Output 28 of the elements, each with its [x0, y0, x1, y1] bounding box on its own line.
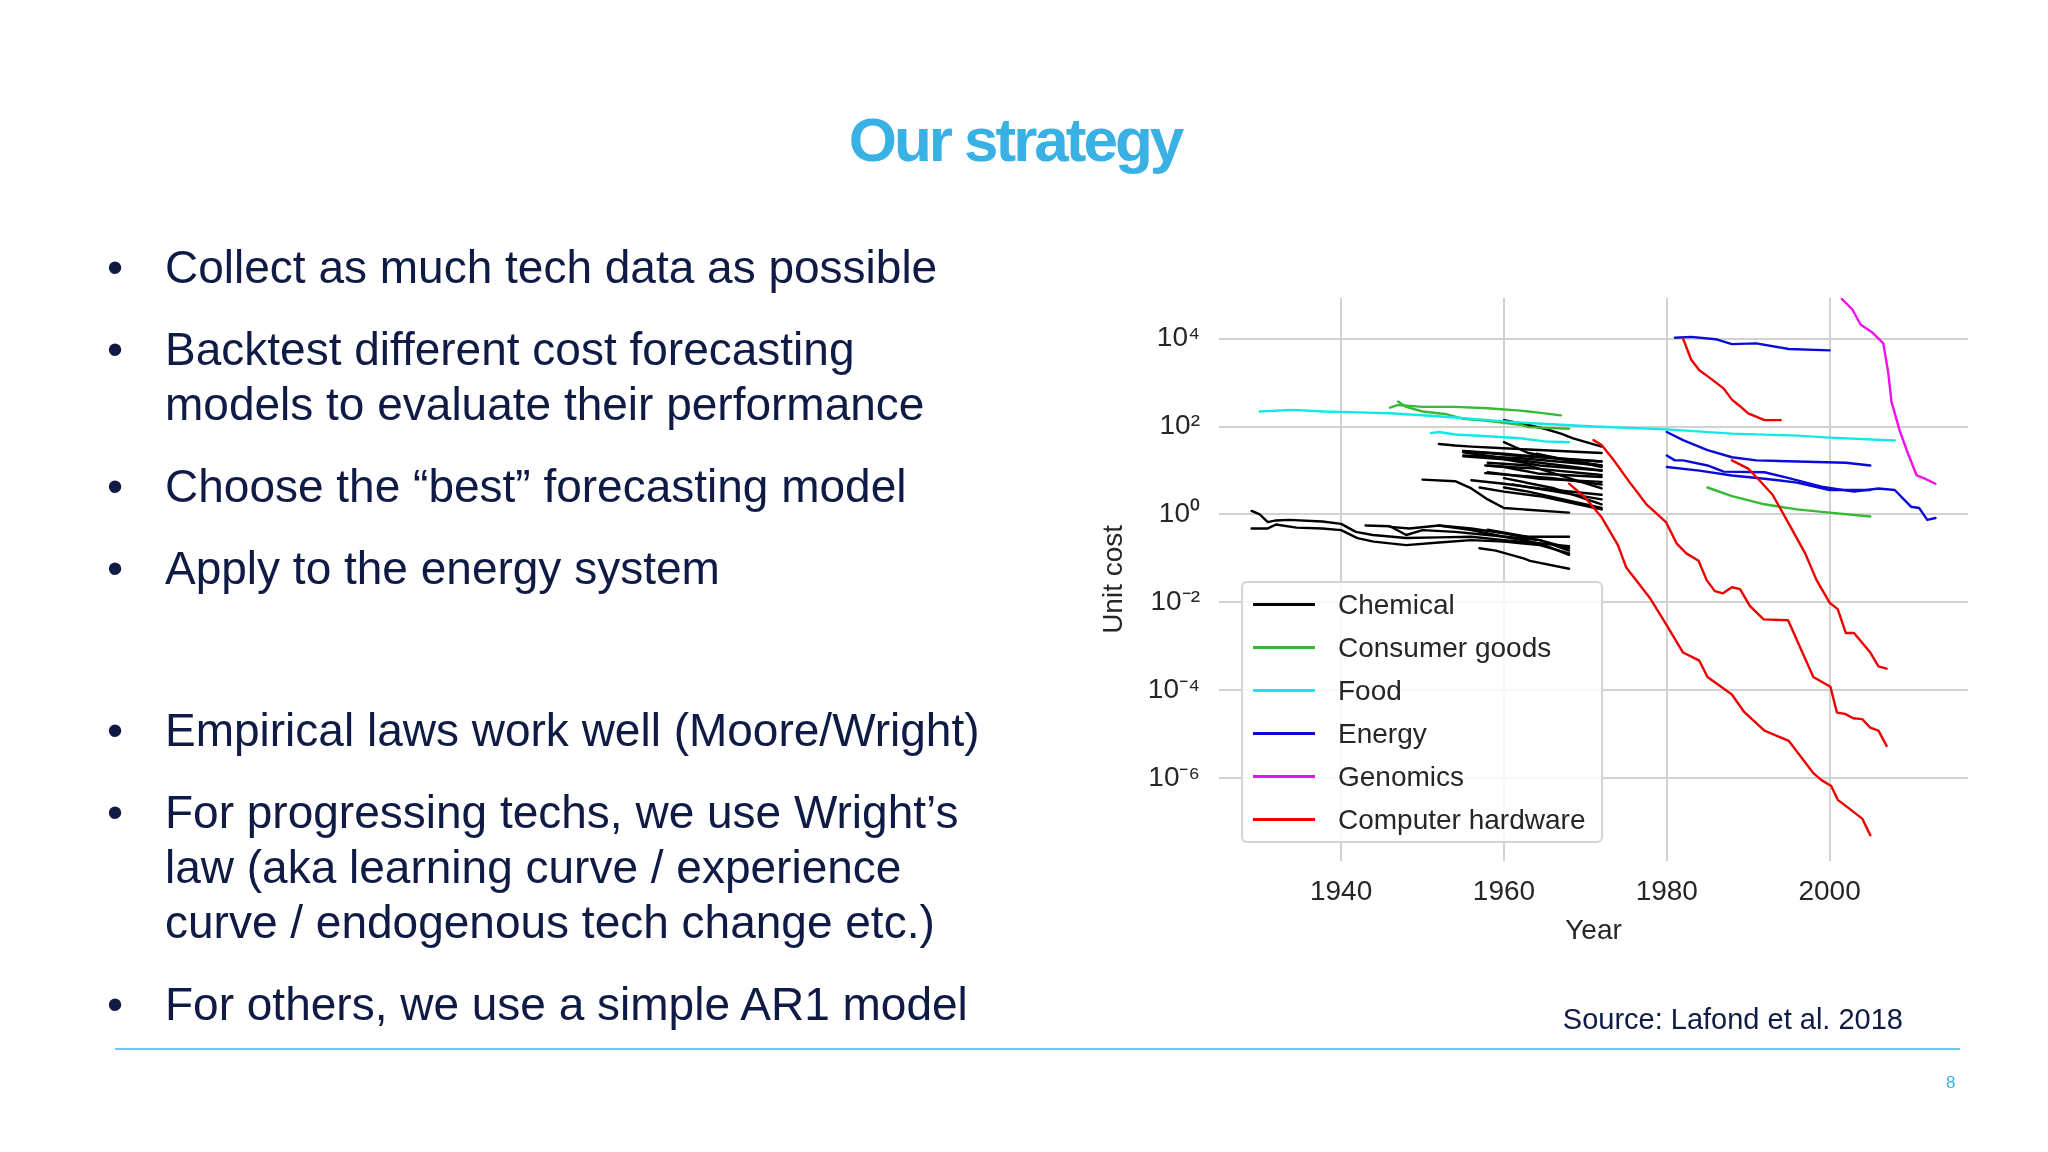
legend-label: Genomics — [1338, 760, 1465, 794]
y-axis-title: Unit cost — [1096, 524, 1128, 634]
text: • Collect as much tech data as possible — [107, 240, 939, 295]
legend-label: Energy — [1338, 717, 1427, 751]
legend-label: Consumer goods — [1338, 631, 1552, 665]
text: • Backtest different cost forecasting models to evaluate their performance — [107, 322, 926, 432]
x-tick-label: 1980 — [1635, 874, 1698, 906]
source-note: Source: Lafond et al. 2018 — [1562, 1002, 1903, 1036]
y-tick-label: 10² — [1159, 409, 1200, 441]
text: • For progressing techs, we use Wright’s law (aka learning curve / experience curve / endogenous tech change etc.) — [107, 785, 960, 950]
y-tick-label: 10⁻⁶ — [1148, 760, 1200, 792]
legend-label: Chemical — [1338, 588, 1455, 622]
y-tick-label: 10⁻² — [1150, 585, 1200, 617]
text: • Apply to the energy system — [107, 541, 721, 596]
text: 8 — [1946, 1073, 1956, 1093]
text: Our strategy — [847, 104, 1184, 176]
y-tick-label: 10⁻⁴ — [1147, 672, 1200, 704]
x-tick-label: 1940 — [1309, 874, 1373, 906]
y-tick-label: 10⁴ — [1156, 321, 1200, 353]
text: • Choose the “best” forecasting model — [107, 459, 908, 514]
x-tick-label: 1960 — [1472, 874, 1536, 906]
legend-label: Food — [1338, 674, 1402, 708]
y-tick-label: 10⁰ — [1158, 497, 1200, 529]
x-tick-label: 2000 — [1798, 874, 1861, 906]
text: • For others, we use a simple AR1 model — [107, 977, 969, 1032]
text: • Empirical laws work well (Moore/Wright) — [107, 703, 981, 758]
x-axis-title: Year — [1565, 913, 1622, 945]
legend-label: Computer hardware — [1338, 803, 1586, 837]
